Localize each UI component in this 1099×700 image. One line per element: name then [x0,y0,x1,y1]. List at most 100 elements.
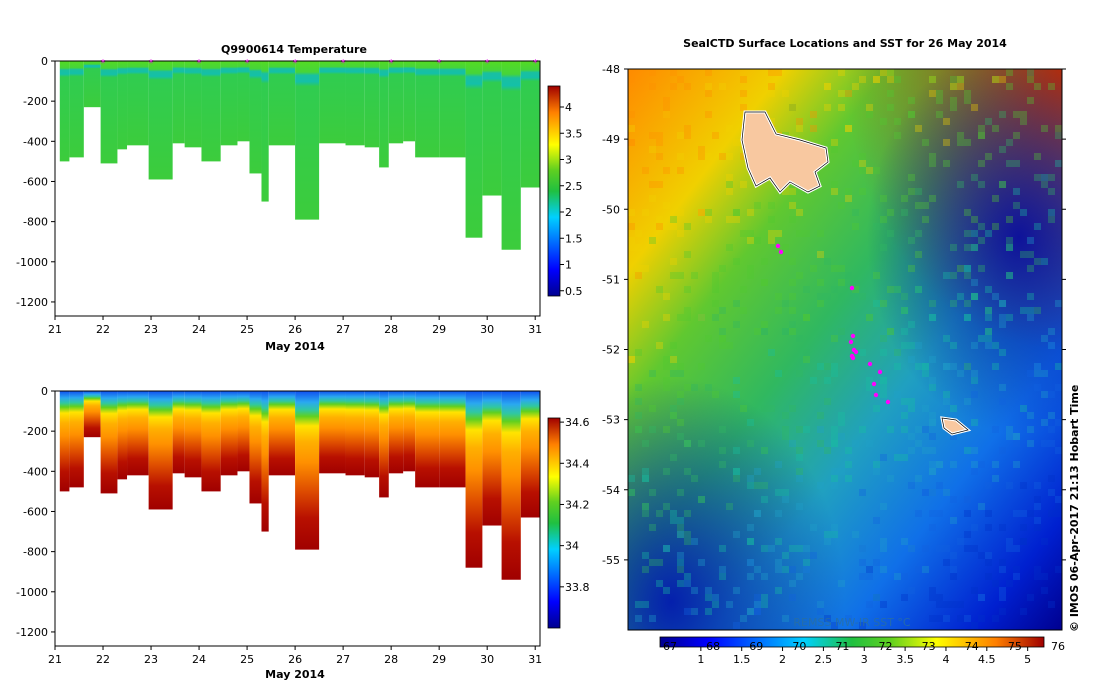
salinity-profile [148,391,173,510]
salinity-profile [237,391,250,472]
seal-location [850,333,856,339]
temperature-profile [439,61,466,158]
salinity-profile [415,391,440,488]
latitude-label: -50 [602,203,620,216]
sst-celsius-label: 1.5 [733,653,751,666]
sst-map-title: SealCTD Surface Locations and SST for 26… [683,37,1007,50]
salinity-profile [83,391,101,438]
salinity-y-tick-label: -800 [23,546,48,559]
sst-celsius-label: 4 [942,653,949,666]
sst-fahrenheit-label: 76 [1051,640,1065,653]
temperature-profiles [59,61,540,250]
profile-marker: * [533,58,538,69]
temperature-profile [319,61,346,144]
temperature-x-tick-label: 21 [48,323,62,336]
salinity-x-tick-label: 26 [288,653,302,666]
seal-location [885,399,891,405]
salinity-profile [388,391,404,474]
latitude-label: -48 [602,63,620,76]
profile-marker: * [341,58,346,69]
sst-fahrenheit-label: 70 [792,640,806,653]
profile-marker: * [485,58,490,69]
temperature-profile [100,61,118,164]
salinity-colorbar-label: 34.2 [565,498,590,511]
island-outline [741,111,829,193]
salinity-profiles [59,391,540,580]
salinity-profile [520,391,540,518]
sst-fahrenheit-label: 75 [1008,640,1022,653]
sst-celsius-label: 3.5 [896,653,914,666]
temperature-profile [201,61,221,162]
temperature-profile [482,61,502,196]
temperature-profile [184,61,202,148]
profile-marker: * [389,58,394,69]
temperature-profile [172,61,185,144]
salinity-profile [100,391,118,494]
salinity-x-tick-label: 28 [384,653,398,666]
temperature-x-tick-label: 25 [240,323,254,336]
salinity-y-tick-label: -600 [23,505,48,518]
profile-marker: * [293,58,298,69]
temperature-profile [379,61,389,168]
salinity-y-tick-label: -1000 [16,586,48,599]
latitude-label: -49 [602,133,620,146]
salinity-profile [220,391,238,476]
temperature-profile [364,61,380,148]
temperature-title: Q9900614 Temperature [221,43,367,56]
latitude-label: -52 [602,344,620,357]
salinity-y-axis: 0 -200 -400 -600 -800 -1000 -1200 [16,385,55,639]
temperature-profile [220,61,238,146]
profile-marker: * [149,58,154,69]
temperature-profile [249,61,262,174]
seal-location [867,361,873,367]
temperature-profile [237,61,250,142]
temperature-colorbar-ticks: 0.5 1 1.5 2 2.5 3 3.5 4 [560,101,583,298]
temperature-profile [127,61,149,146]
salinity-x-tick-label: 25 [240,653,254,666]
salinity-y-tick-label: -200 [23,425,48,438]
temperature-colorbar-label: 1.5 [565,232,583,245]
salinity-plot-frame [54,390,541,647]
sst-colorbar [659,636,1045,648]
temperature-y-tick-label: -400 [23,135,48,148]
temperature-colorbar-label: 0.5 [565,285,583,298]
sst-field [628,69,1062,630]
salinity-x-tick-label: 21 [48,653,62,666]
sst-map-panel: SealCTD Surface Locations and SST for 26… [602,37,1081,666]
salinity-x-tick-label: 22 [96,653,110,666]
temperature-plot-frame [54,60,541,317]
latitude-label: -55 [602,554,620,567]
temperature-x-tick-label: 22 [96,323,110,336]
temperature-profile [117,61,128,150]
temperature-profile [388,61,404,144]
profile-marker: * [245,58,250,69]
profile-marker: * [101,58,106,69]
temperature-x-tick-label: 24 [192,323,206,336]
salinity-profile [59,391,70,492]
temperature-y-tick-label: -600 [23,175,48,188]
temperature-x-tick-label: 31 [528,323,542,336]
salinity-profile [268,391,296,476]
seal-location [873,392,879,398]
sst-fahrenheit-label: 73 [922,640,936,653]
salinity-profile [172,391,185,474]
temperature-x-tick-label: 28 [384,323,398,336]
seal-location [778,249,784,255]
seal-location [775,243,781,249]
seal-location [877,369,883,375]
salinity-profile [364,391,380,478]
temperature-colorbar-label: 2 [565,206,572,219]
temperature-profile [148,61,173,180]
temperature-y-tick-label: -200 [23,95,48,108]
profile-marker: * [197,58,202,69]
salinity-profile [482,391,502,526]
sst-celsius-label: 4.5 [978,653,996,666]
latitude-axis: -48 -49 -50 -51 -52 -53 -54 -55 [602,63,1066,567]
temperature-profile [59,61,70,162]
temperature-x-label: May 2014 [265,340,325,353]
salinity-x-axis: 21 22 23 24 25 26 27 28 29 30 31 [48,646,542,666]
temperature-y-tick-label: 0 [41,55,48,68]
temperature-profile [345,61,365,146]
latitude-label: -53 [602,414,620,427]
